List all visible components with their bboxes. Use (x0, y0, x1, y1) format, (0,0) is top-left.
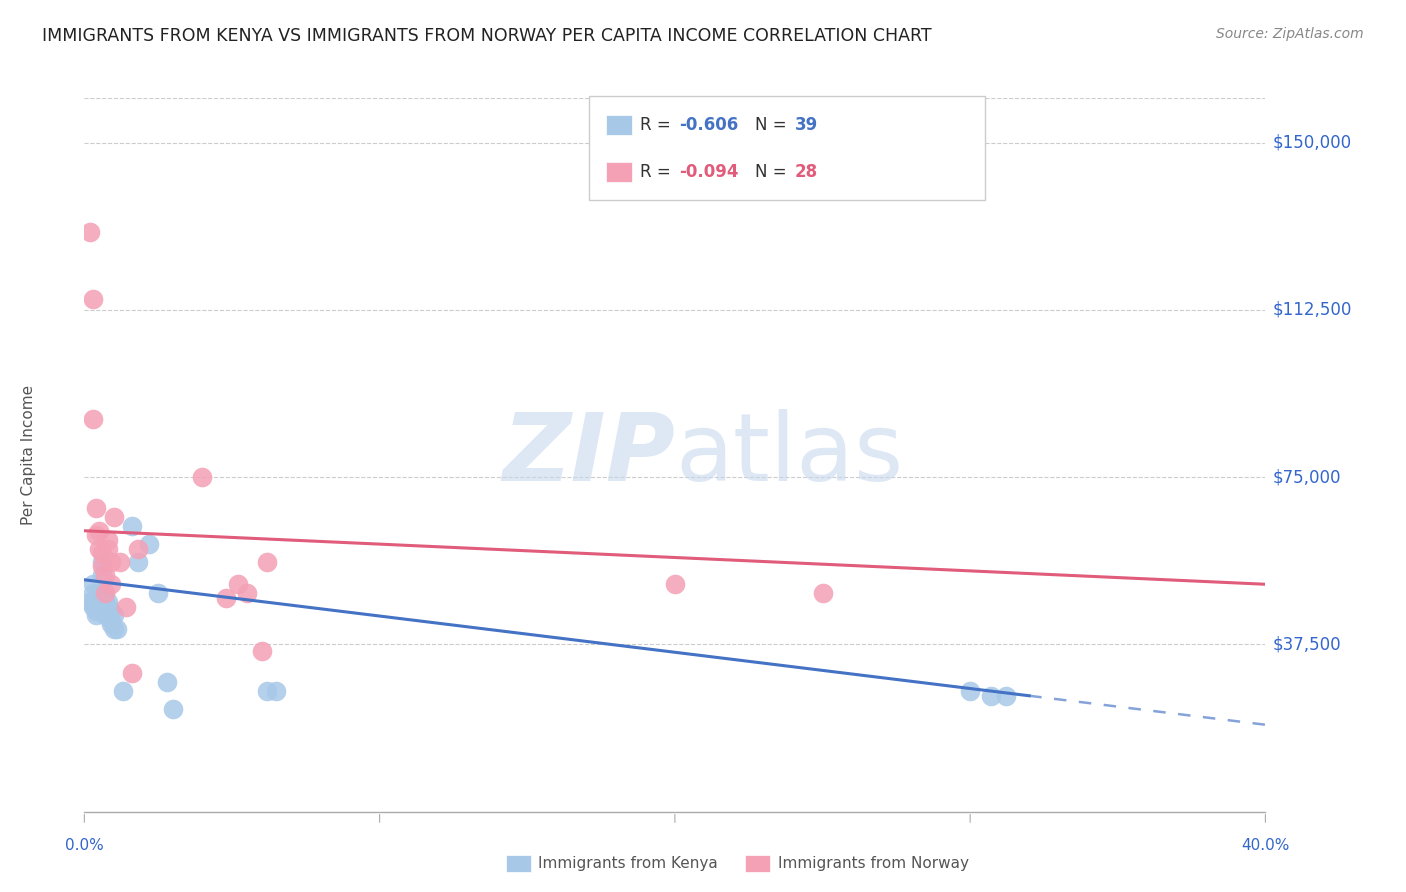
Text: N =: N = (755, 116, 792, 134)
Point (226, 577, 249, 591)
Point (87, 541, 111, 556)
Point (103, 608, 125, 623)
Text: N =: N = (755, 163, 792, 181)
Point (980, 689, 1002, 703)
Text: Immigrants from Kenya: Immigrants from Kenya (538, 856, 718, 871)
Point (82, 595, 104, 609)
Point (87, 586, 111, 600)
Point (94, 568, 117, 582)
Point (82, 586, 104, 600)
Point (84, 604, 107, 618)
Text: 0.0%: 0.0% (65, 838, 104, 854)
Text: ZIP: ZIP (502, 409, 675, 501)
Point (250, 644, 273, 658)
Point (82, 577, 104, 591)
Point (156, 675, 179, 690)
Point (100, 617, 122, 632)
Point (94, 604, 117, 618)
Point (91, 555, 114, 569)
Text: -0.606: -0.606 (679, 116, 738, 134)
Point (87, 524, 111, 538)
Point (256, 684, 278, 698)
Point (82, 292, 104, 306)
Point (100, 613, 122, 627)
Point (100, 577, 122, 591)
Text: $150,000: $150,000 (1272, 134, 1351, 152)
Point (959, 684, 981, 698)
Point (87, 591, 111, 605)
Text: $37,500: $37,500 (1272, 635, 1341, 654)
Point (79, 225, 101, 239)
Point (84, 599, 107, 614)
Text: 28: 28 (794, 163, 818, 181)
Point (138, 537, 160, 551)
Text: atlas: atlas (675, 409, 903, 501)
Text: 40.0%: 40.0% (1241, 838, 1289, 854)
Point (127, 541, 149, 556)
Text: $75,000: $75,000 (1272, 468, 1341, 486)
Text: Source: ZipAtlas.com: Source: ZipAtlas.com (1216, 27, 1364, 41)
Text: Immigrants from Norway: Immigrants from Norway (778, 856, 969, 871)
Point (97, 599, 120, 614)
Point (94, 586, 117, 600)
Point (82, 599, 104, 614)
Text: $112,500: $112,500 (1272, 301, 1351, 319)
Point (162, 702, 184, 716)
Point (91, 559, 114, 574)
Point (103, 622, 125, 636)
Point (103, 510, 125, 524)
Point (97, 595, 120, 609)
Text: IMMIGRANTS FROM KENYA VS IMMIGRANTS FROM NORWAY PER CAPITA INCOME CORRELATION CH: IMMIGRANTS FROM KENYA VS IMMIGRANTS FROM… (42, 27, 932, 45)
Point (100, 604, 122, 618)
Point (91, 568, 114, 582)
Text: R =: R = (640, 116, 676, 134)
Point (191, 470, 214, 484)
Point (215, 591, 238, 605)
Text: Per Capita Income: Per Capita Income (21, 384, 35, 525)
Point (91, 586, 114, 600)
Point (235, 586, 259, 600)
Point (84, 528, 107, 542)
Point (84, 608, 107, 623)
Point (94, 595, 117, 609)
Point (148, 586, 170, 600)
Text: -0.094: -0.094 (679, 163, 740, 181)
Point (82, 412, 104, 426)
Point (100, 555, 122, 569)
Point (87, 595, 111, 609)
Point (94, 586, 117, 600)
Point (97, 541, 120, 556)
Point (97, 533, 120, 547)
Point (105, 622, 128, 636)
Point (121, 666, 143, 681)
Point (994, 689, 1017, 703)
Point (121, 519, 143, 533)
Point (811, 586, 834, 600)
Point (127, 555, 149, 569)
Point (114, 599, 136, 614)
Text: R =: R = (640, 163, 676, 181)
Point (108, 555, 131, 569)
Point (91, 546, 114, 560)
Text: 39: 39 (794, 116, 818, 134)
Point (264, 684, 288, 698)
Point (256, 555, 278, 569)
Point (84, 501, 107, 516)
Point (111, 684, 134, 698)
Point (94, 608, 117, 623)
Point (87, 599, 111, 614)
Point (79, 595, 101, 609)
Point (664, 577, 686, 591)
